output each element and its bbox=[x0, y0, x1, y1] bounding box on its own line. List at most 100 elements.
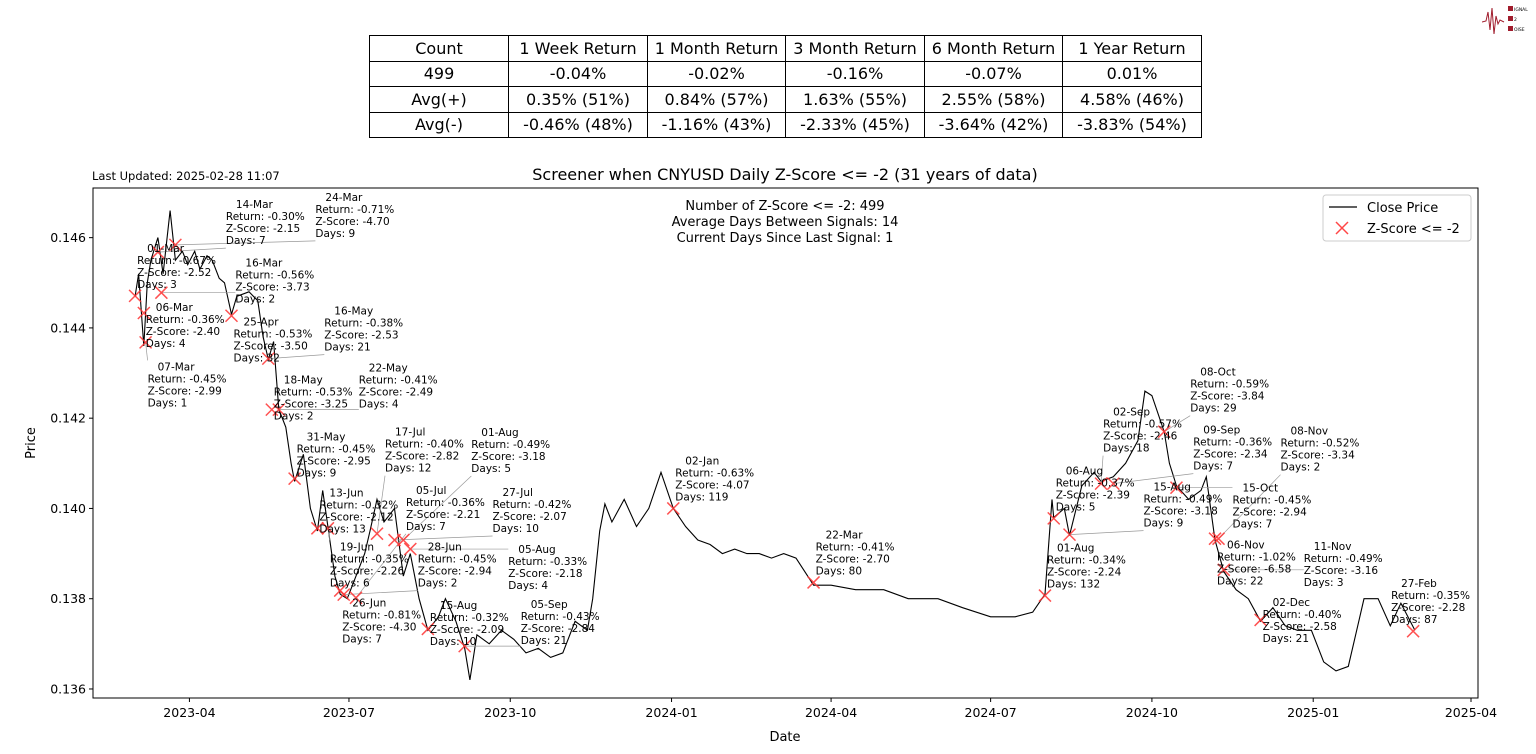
signal-days-label: Days: 7 bbox=[226, 235, 266, 247]
signal-x-marker bbox=[272, 403, 286, 417]
signal-days-label: Days: 5 bbox=[471, 463, 511, 475]
svg-text:OISE: OISE bbox=[1514, 27, 1525, 33]
x-tick-label: 2024-07 bbox=[965, 705, 1017, 720]
signal-days-label: Days: 21 bbox=[1263, 633, 1309, 645]
signal-x-marker bbox=[139, 335, 153, 349]
x-tick-label: 2023-07 bbox=[323, 705, 375, 720]
signal-days-label: Days: 21 bbox=[324, 342, 370, 354]
signal-date-label: 15-Aug bbox=[1154, 482, 1191, 494]
signal-x-marker bbox=[1106, 477, 1120, 491]
signal-x-marker bbox=[1208, 532, 1222, 546]
signal-days-label: Days: 2 bbox=[418, 578, 458, 590]
signal-x-marker bbox=[1254, 613, 1268, 627]
legend: Close Price Z-Score <= -2 bbox=[1322, 194, 1472, 242]
signal-zscore-label: Z-Score: -3.73 bbox=[235, 282, 309, 294]
signal-date-label: 24-Mar bbox=[325, 192, 363, 204]
signal-days-label: Days: 2 bbox=[1281, 462, 1321, 474]
y-tick-label: 0.138 bbox=[50, 591, 86, 606]
signal-leader-line bbox=[343, 590, 418, 595]
table-row: 499 -0.04% -0.02% -0.16% -0.07% 0.01% bbox=[369, 60, 1202, 87]
info-line-average: Average Days Between Signals: 14 bbox=[672, 215, 899, 230]
signal-days-label: Days: 2 bbox=[274, 411, 314, 423]
signal-date-label: 05-Jul bbox=[416, 485, 446, 497]
y-tick-label: 0.136 bbox=[50, 681, 86, 696]
signal-days-label: Days: 119 bbox=[675, 491, 728, 503]
signal-zscore-label: Z-Score: -3.84 bbox=[1190, 391, 1265, 403]
last-updated-label: Last Updated: 2025-02-28 11:07 bbox=[92, 169, 280, 183]
signal-x-marker bbox=[288, 472, 302, 486]
signal-return-label: Return: -0.40% bbox=[1263, 609, 1342, 621]
signal-leader-line bbox=[1069, 530, 1144, 535]
signal-days-label: Days: 21 bbox=[521, 635, 567, 647]
table-cell: -0.16% bbox=[785, 60, 925, 87]
signal-date-label: 16-May bbox=[334, 306, 373, 318]
signal-markers bbox=[128, 238, 1420, 653]
signal-leader-line bbox=[145, 342, 148, 361]
signal-zscore-label: Z-Score: -2.09 bbox=[430, 624, 504, 636]
signal-days-label: Days: 7 bbox=[342, 634, 382, 646]
signal-leader-line bbox=[327, 528, 331, 541]
signal-return-label: Return: -0.42% bbox=[493, 499, 572, 511]
signal-days-label: Days: 2 bbox=[235, 294, 275, 306]
table-cell: 1.63% (55%) bbox=[785, 86, 925, 113]
signal-date-label: 08-Nov bbox=[1291, 426, 1329, 438]
signal-return-label: Return: -0.59% bbox=[1190, 379, 1269, 391]
signal-return-label: Return: -0.32% bbox=[319, 499, 398, 511]
signal-return-label: Return: -0.43% bbox=[521, 611, 600, 623]
signal-days-label: Days: 3 bbox=[137, 279, 177, 291]
signal-x-marker bbox=[128, 289, 142, 303]
signal-date-label: 11-Nov bbox=[1314, 541, 1352, 553]
signal-zscore-label: Z-Score: -2.95 bbox=[297, 456, 371, 468]
signal-x-marker bbox=[333, 584, 347, 598]
x-tick-label: 2024-04 bbox=[805, 705, 857, 720]
signal-zscore-label: Z-Score: -2.34 bbox=[1193, 449, 1268, 461]
info-line-current: Current Days Since Last Signal: 1 bbox=[677, 231, 894, 246]
signal-leader-line bbox=[403, 475, 472, 541]
signal-zscore-label: Z-Score: -2.70 bbox=[816, 554, 890, 566]
signal-leader-line bbox=[376, 475, 386, 534]
signal-days-label: Days: 18 bbox=[1103, 443, 1149, 455]
table-cell: 4.58% (46%) bbox=[1062, 86, 1202, 113]
signal-x-marker bbox=[1217, 563, 1231, 577]
signal-zscore-label: Z-Score: -2.58 bbox=[1263, 621, 1337, 633]
table-cell: Avg(+) bbox=[369, 86, 509, 113]
signal-leader-line bbox=[1113, 473, 1194, 484]
signal-leader-line bbox=[355, 533, 407, 599]
signal-x-marker bbox=[349, 591, 363, 605]
signal-date-label: 05-Sep bbox=[531, 599, 568, 611]
signal-days-label: Days: 13 bbox=[319, 523, 365, 535]
signal-x-marker bbox=[154, 286, 168, 300]
signal-date-label: 26-Jun bbox=[352, 598, 386, 610]
signal-zscore-label: Z-Score: -3.50 bbox=[234, 341, 308, 353]
signal-x-marker bbox=[1169, 481, 1183, 495]
table-cell: -3.64% (42%) bbox=[924, 111, 1063, 138]
signal-date-label: 06-Nov bbox=[1227, 540, 1265, 552]
signal-date-label: 01-Aug bbox=[481, 427, 518, 439]
signal-return-label: Return: -0.34% bbox=[1047, 555, 1126, 567]
signal-x-marker bbox=[807, 575, 821, 589]
signal-zscore-label: Z-Score: -2.53 bbox=[324, 330, 398, 342]
signal-zscore-label: Z-Score: -4.07 bbox=[675, 479, 749, 491]
signal-zscore-label: Z-Score: -2.94 bbox=[418, 566, 493, 578]
signal-zscore-label: Z-Score: -2.28 bbox=[1391, 602, 1465, 614]
info-line-count: Number of Z-Score <= -2: 499 bbox=[685, 199, 884, 214]
signal-return-label: Return: -0.81% bbox=[342, 610, 421, 622]
signal-date-label: 01-Mar bbox=[147, 243, 185, 255]
signal-leader-line bbox=[175, 240, 316, 246]
signal-x-marker bbox=[1062, 528, 1077, 542]
signal-date-label: 01-Aug bbox=[1057, 543, 1094, 555]
